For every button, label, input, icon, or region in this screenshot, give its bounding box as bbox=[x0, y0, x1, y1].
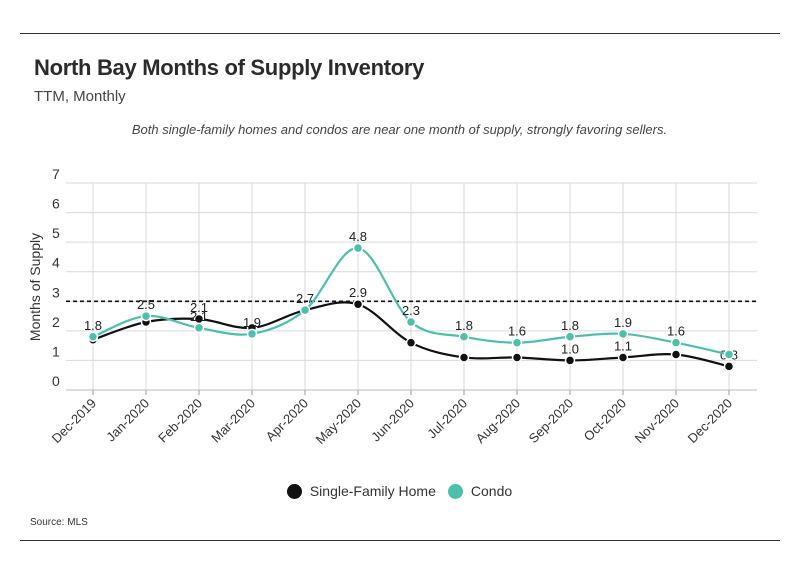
legend-swatch-condo bbox=[447, 483, 463, 499]
data-label: 2.1 bbox=[190, 309, 208, 324]
data-label: 1.6 bbox=[508, 324, 526, 339]
data-point bbox=[458, 331, 470, 343]
legend: Single-Family Home Condo bbox=[0, 483, 799, 499]
data-label: 4.8 bbox=[349, 229, 367, 244]
data-point bbox=[405, 316, 417, 328]
line-chart: 0 1 2 3 4 5 6 7 Dec-2019 Jan-2020 Feb-2020 Mar-2020… bbox=[27, 166, 757, 447]
legend-swatch-single-family bbox=[286, 483, 302, 499]
y-tick-label: 2 bbox=[52, 314, 60, 330]
y-tick-label: 0 bbox=[52, 373, 60, 389]
chart-note: Both single-family homes and condos are … bbox=[131, 122, 668, 137]
legend-label-condo: Condo bbox=[470, 483, 513, 499]
x-tick-label: Feb-2020 bbox=[155, 396, 205, 446]
data-label: 1.8 bbox=[561, 318, 579, 333]
data-point bbox=[511, 337, 523, 348]
data-point bbox=[352, 298, 364, 310]
data-point bbox=[193, 322, 205, 334]
x-tick-label: Aug-2020 bbox=[473, 396, 523, 446]
data-point bbox=[723, 349, 735, 360]
data-point bbox=[564, 331, 576, 343]
y-tick-label: 6 bbox=[52, 196, 60, 212]
legend-label-single-family: Single-Family Home bbox=[309, 483, 436, 499]
data-point bbox=[617, 328, 629, 340]
data-point bbox=[299, 304, 311, 316]
bottom-rule bbox=[20, 540, 780, 541]
legend-item-condo: Condo bbox=[447, 483, 513, 499]
y-tick-label: 4 bbox=[52, 255, 60, 271]
data-point bbox=[564, 355, 576, 366]
data-label: 2.3 bbox=[402, 303, 420, 318]
x-tick-label: Jan-2020 bbox=[103, 396, 152, 445]
x-tick-label: Mar-2020 bbox=[208, 396, 258, 446]
data-label: 2.1 bbox=[190, 300, 208, 315]
top-rule bbox=[20, 33, 780, 34]
x-tick-label: Jul-2020 bbox=[424, 396, 470, 442]
chart-subtitle: TTM, Monthly bbox=[34, 88, 126, 105]
data-label: 2.5 bbox=[137, 297, 155, 312]
series-single-family: 2.12.91.01.10.8 bbox=[87, 285, 738, 372]
x-tick-label: Oct-2020 bbox=[581, 396, 629, 444]
data-label: 1.8 bbox=[455, 318, 473, 333]
data-point bbox=[617, 352, 629, 363]
x-tick-label: Apr-2020 bbox=[263, 396, 311, 444]
x-tick-label: Nov-2020 bbox=[632, 396, 682, 446]
data-point bbox=[352, 242, 364, 254]
x-tick-label: Dec-2020 bbox=[685, 396, 735, 446]
data-label: 1.9 bbox=[243, 315, 261, 330]
data-point bbox=[670, 337, 682, 348]
data-point bbox=[670, 349, 682, 360]
data-label: 1.1 bbox=[614, 338, 632, 353]
data-point bbox=[87, 331, 99, 343]
legend-item-single-family: Single-Family Home bbox=[286, 483, 436, 499]
data-point bbox=[458, 352, 470, 363]
x-tick-label: Jun-2020 bbox=[368, 396, 417, 445]
series-condo: 1.8 2.5 2.1 1.9 2.7 4.8 2.3 1.8 1.6 1.8 1.9 1.6 bbox=[84, 229, 735, 360]
data-point bbox=[723, 361, 735, 372]
data-point bbox=[511, 352, 523, 363]
data-point bbox=[405, 337, 417, 348]
chart-title: North Bay Months of Supply Inventory bbox=[34, 55, 425, 80]
y-axis-title: Months of Supply bbox=[27, 233, 43, 341]
x-tick-label: Sep-2020 bbox=[526, 396, 576, 446]
y-tick-label: 1 bbox=[52, 343, 60, 359]
data-label: 1.9 bbox=[614, 315, 632, 330]
x-tick-label: Dec-2019 bbox=[49, 396, 99, 446]
data-label: 1.0 bbox=[561, 341, 579, 356]
y-tick-label: 3 bbox=[52, 284, 60, 300]
data-label: 1.8 bbox=[84, 318, 102, 333]
data-label: 2.7 bbox=[296, 291, 314, 306]
x-tick-label: May-2020 bbox=[313, 396, 364, 447]
data-point bbox=[246, 328, 258, 340]
data-point bbox=[140, 310, 152, 322]
y-tick-label: 7 bbox=[52, 166, 60, 182]
data-label: 2.9 bbox=[349, 285, 367, 300]
source-note: Source: MLS bbox=[30, 517, 88, 528]
y-tick-label: 5 bbox=[52, 225, 60, 241]
data-label: 1.6 bbox=[667, 324, 685, 339]
